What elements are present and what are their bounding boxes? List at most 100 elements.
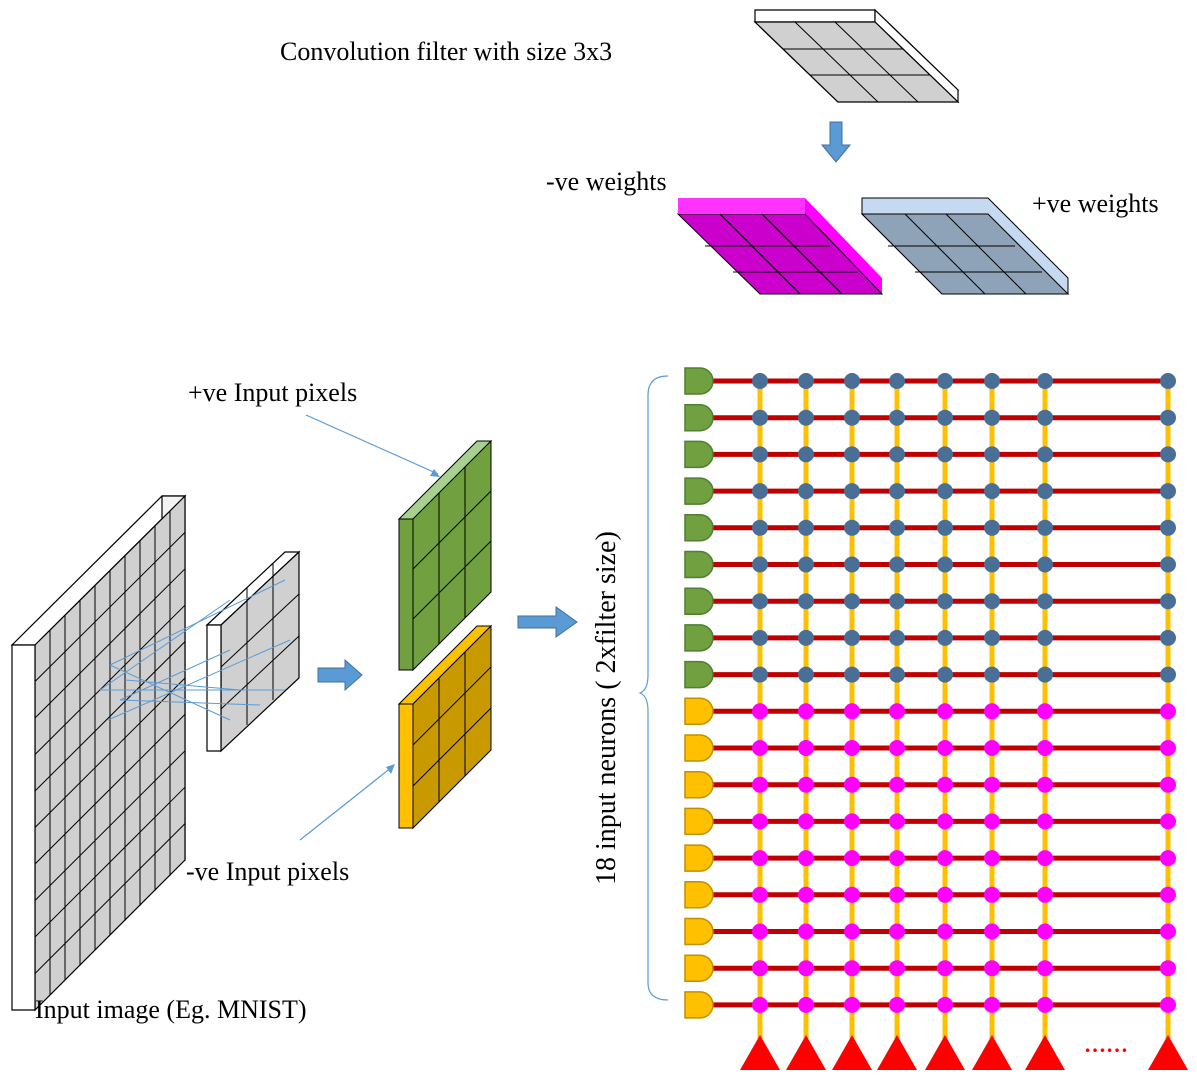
positive-input-neuron bbox=[684, 624, 714, 652]
output-neuron bbox=[877, 1035, 917, 1070]
negative-synapse bbox=[1037, 960, 1053, 977]
output-neuron bbox=[786, 1035, 826, 1070]
positive-synapse bbox=[1160, 629, 1176, 646]
positive-synapse bbox=[889, 666, 905, 683]
negative-synapse bbox=[984, 886, 1000, 903]
positive-input-neuron bbox=[684, 660, 714, 689]
positive-synapse bbox=[937, 409, 953, 426]
negative-synapse bbox=[798, 923, 814, 940]
projection-line bbox=[109, 579, 286, 666]
negative-synapse bbox=[752, 703, 768, 720]
negative-synapse bbox=[798, 813, 814, 830]
negative-synapse bbox=[1037, 996, 1053, 1013]
negative-synapse bbox=[1160, 960, 1176, 977]
negative-synapse bbox=[984, 996, 1000, 1013]
positive-weights-filter bbox=[860, 197, 1070, 295]
negative-synapse bbox=[1160, 776, 1176, 793]
negative-synapse bbox=[937, 850, 953, 867]
pos-pixels-label: +ve Input pixels bbox=[188, 378, 357, 407]
negative-synapse bbox=[798, 960, 814, 977]
negative-synapse bbox=[937, 886, 953, 903]
positive-synapse bbox=[889, 629, 905, 646]
negative-synapse bbox=[1037, 703, 1053, 720]
negative-synapse bbox=[889, 960, 905, 977]
image-grid-line bbox=[34, 823, 186, 974]
negative-synapse bbox=[937, 776, 953, 793]
negative-synapse bbox=[1160, 850, 1176, 867]
image-grid-line bbox=[34, 714, 186, 865]
projection-line bbox=[109, 664, 231, 721]
output-neuron bbox=[925, 1035, 965, 1070]
split-arrow-icon bbox=[820, 121, 852, 163]
negative-synapse bbox=[752, 850, 768, 867]
positive-synapse bbox=[1037, 446, 1053, 463]
projection-line bbox=[119, 699, 261, 706]
positive-input-neuron bbox=[684, 550, 714, 579]
positive-synapse bbox=[937, 556, 953, 573]
to-crossbar-arrow-icon bbox=[517, 606, 578, 638]
positive-synapse bbox=[937, 483, 953, 500]
negative-synapse bbox=[984, 776, 1000, 793]
positive-synapse bbox=[1160, 556, 1176, 573]
negative-synapse bbox=[844, 923, 860, 940]
negative-synapse bbox=[889, 886, 905, 903]
neg-pixels-pointer bbox=[299, 766, 393, 841]
negative-synapse bbox=[889, 923, 905, 940]
positive-input-neuron bbox=[684, 514, 714, 542]
negative-synapse bbox=[752, 960, 768, 977]
negative-synapse bbox=[1160, 996, 1176, 1013]
input-neurons-brace bbox=[638, 375, 669, 1001]
neg-pixels-label: -ve Input pixels bbox=[186, 857, 349, 886]
output-neuron bbox=[740, 1035, 780, 1070]
positive-synapse bbox=[844, 519, 860, 536]
negative-synapse bbox=[844, 996, 860, 1013]
negative-synapse bbox=[889, 776, 905, 793]
negative-input-neuron bbox=[684, 917, 714, 946]
positive-synapse bbox=[798, 409, 814, 426]
positive-synapse bbox=[984, 593, 1000, 610]
negative-input-neuron bbox=[684, 954, 714, 982]
positive-synapse bbox=[984, 446, 1000, 463]
positive-synapse bbox=[844, 446, 860, 463]
projection-line bbox=[124, 679, 241, 691]
positive-synapse bbox=[1160, 373, 1176, 389]
negative-synapse bbox=[889, 740, 905, 756]
pos-pixels-pointer-head bbox=[430, 469, 440, 477]
negative-weights-filter bbox=[676, 198, 884, 295]
negative-synapse bbox=[1037, 740, 1053, 756]
positive-synapse bbox=[752, 629, 768, 646]
positive-synapse bbox=[798, 556, 814, 573]
negative-synapse bbox=[844, 776, 860, 793]
positive-synapse bbox=[937, 593, 953, 610]
negative-synapse bbox=[752, 996, 768, 1013]
positive-input-neuron bbox=[684, 367, 714, 395]
positive-synapse bbox=[937, 446, 953, 463]
positive-synapse bbox=[889, 519, 905, 536]
output-neuron bbox=[832, 1035, 872, 1070]
positive-synapse bbox=[1160, 483, 1176, 500]
negative-synapse bbox=[1160, 813, 1176, 830]
positive-synapse bbox=[752, 666, 768, 683]
negative-synapse bbox=[889, 850, 905, 867]
negative-synapse bbox=[798, 850, 814, 867]
projection-line bbox=[119, 649, 231, 701]
negative-synapse bbox=[937, 703, 953, 720]
positive-synapse bbox=[1037, 483, 1053, 500]
positive-synapse bbox=[984, 373, 1000, 389]
positive-synapse bbox=[889, 373, 905, 389]
positive-input-neuron bbox=[684, 440, 714, 469]
positive-synapse bbox=[798, 483, 814, 500]
projection-line bbox=[99, 599, 231, 691]
positive-synapse bbox=[984, 409, 1000, 426]
negative-synapse bbox=[937, 923, 953, 940]
to-pixels-arrow-icon bbox=[317, 658, 363, 692]
positive-synapse bbox=[844, 556, 860, 573]
negative-input-neuron bbox=[684, 991, 714, 1019]
positive-synapse bbox=[937, 629, 953, 646]
negative-input-neuron bbox=[684, 807, 714, 836]
positive-input-neuron bbox=[684, 477, 714, 505]
pos-pixels-pointer bbox=[305, 414, 439, 475]
positive-synapse bbox=[1037, 373, 1053, 389]
input-neurons-label: 18 input neurons ( 2xfilter size) bbox=[591, 531, 622, 885]
